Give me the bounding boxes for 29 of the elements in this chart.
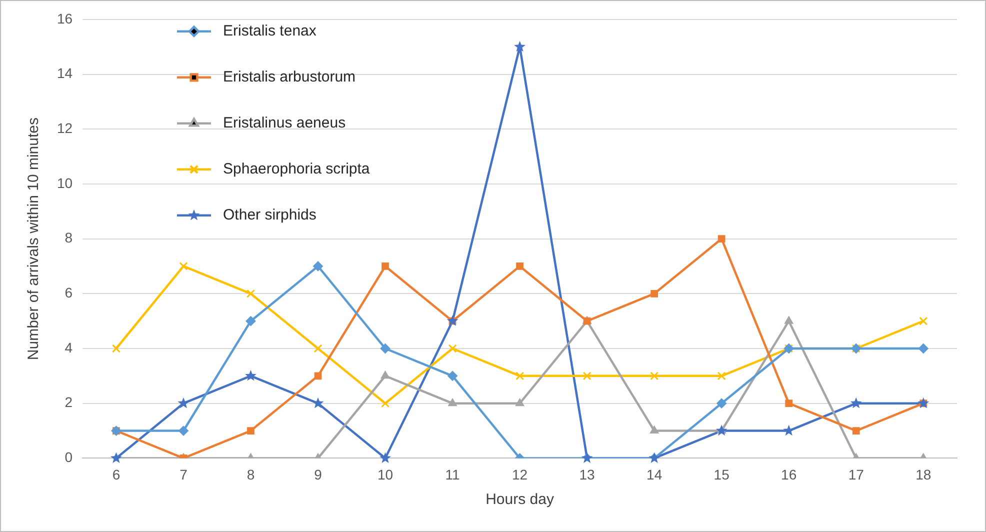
x-tick-label: 7 [180, 466, 188, 482]
x-tick-label: 8 [246, 466, 255, 482]
legend-label: Other sirphids [223, 206, 316, 224]
x-axis-title: Hours day [486, 491, 554, 508]
y-tick-label: 14 [56, 65, 73, 82]
y-axis-title: Number of arrivals within 10 minutes [25, 118, 42, 360]
legend-label: Eristalinus aeneus [223, 114, 346, 132]
y-tick-label: 10 [56, 174, 73, 191]
y-tick-label: 6 [64, 284, 73, 301]
y-tick-label: 16 [56, 10, 73, 26]
legend-label: Eristalis arbustorum [223, 68, 356, 86]
x-tick-label: 14 [646, 466, 662, 482]
x-tick-label: 18 [916, 466, 932, 482]
x-tick-label: 6 [112, 466, 120, 482]
x-tick-label: 12 [512, 466, 528, 482]
x-tick-label: 11 [445, 466, 460, 482]
y-tick-label: 8 [64, 230, 73, 246]
y-tick-label: 0 [64, 449, 73, 466]
y-tick-label: 12 [56, 120, 73, 136]
x-tick-label: 17 [848, 466, 864, 482]
y-tick-label: 2 [64, 394, 73, 410]
x-tick-label: 16 [781, 466, 797, 482]
x-tick-label: 10 [377, 466, 394, 482]
legend-label: Eristalis tenax [223, 22, 317, 40]
x-tick-label: 9 [314, 466, 322, 482]
y-tick-label: 4 [64, 339, 73, 356]
x-tick-label: 13 [579, 466, 596, 482]
legend-label: Sphaerophoria scripta [223, 160, 370, 178]
x-tick-label: 15 [714, 466, 730, 482]
